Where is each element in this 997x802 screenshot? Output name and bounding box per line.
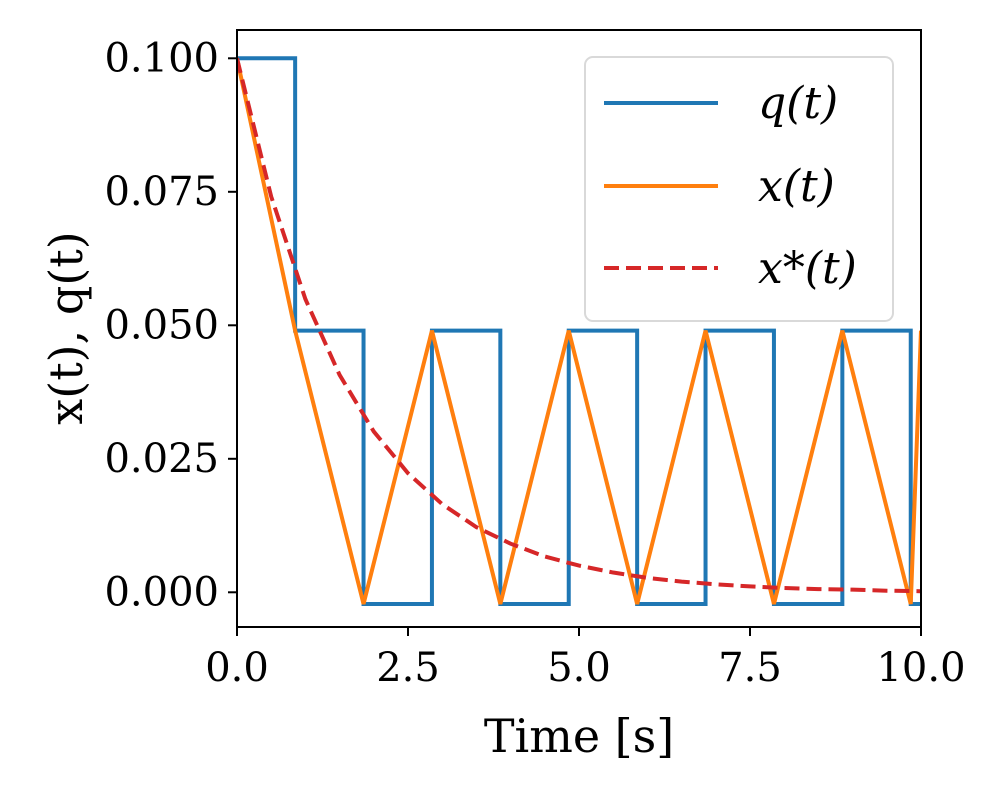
y-tick-label: 0.000 <box>104 569 219 615</box>
series-line-x-t <box>237 57 921 605</box>
x-tick-label: 5.0 <box>547 645 611 691</box>
legend-entries: q(t) x(t) x*(t) <box>604 78 857 294</box>
x-tick-label: 7.5 <box>718 645 782 691</box>
y-tick-label: 0.025 <box>104 436 219 482</box>
x-tick-label: 2.5 <box>376 645 440 691</box>
legend-label-q-t: q(t) <box>758 78 838 129</box>
x-axis-label: Time [s] <box>484 709 674 763</box>
legend-frame <box>584 56 894 322</box>
x-axis-ticks: 0.0 2.5 5.0 7.5 10.0 <box>205 627 966 691</box>
series-line-q-t <box>237 56 921 607</box>
y-tick-label: 0.050 <box>104 302 219 348</box>
y-tick-label: 0.100 <box>104 35 219 81</box>
series-line-x-t-dashed <box>237 57 921 594</box>
legend-label-x-t: x(t) <box>758 161 835 212</box>
legend-label-x-t: x*(t) <box>758 243 857 294</box>
x-tick-label: 10.0 <box>876 645 965 691</box>
series-layer <box>237 56 921 607</box>
x-tick-label: 0.0 <box>205 645 269 691</box>
y-axis-label: x(t), q(t) <box>39 231 93 424</box>
legend: q(t) x(t) x*(t) <box>584 56 894 322</box>
y-tick-label: 0.075 <box>104 169 219 215</box>
y-axis-ticks: 0.000 0.025 0.050 0.075 0.100 <box>104 35 237 615</box>
